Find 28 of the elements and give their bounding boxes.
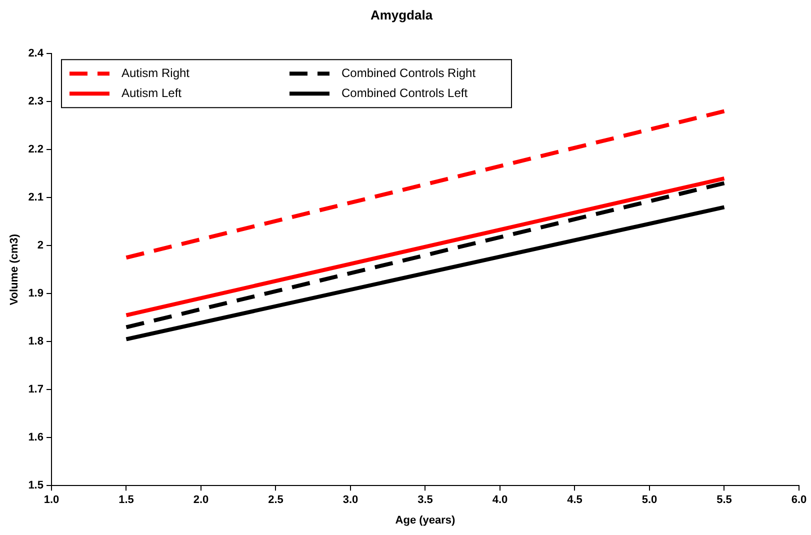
x-tick-label: 1.5 [118, 494, 134, 506]
x-tick-label: 5.5 [716, 494, 732, 506]
x-tick-label: 6.0 [791, 494, 807, 506]
x-tick-label: 5.0 [642, 494, 658, 506]
legend-label: Combined Controls Left [341, 86, 468, 100]
x-tick-label: 1.0 [44, 494, 60, 506]
y-tick-label: 2.3 [28, 96, 44, 108]
y-tick-label: 2.2 [28, 144, 44, 156]
x-axis-title: Age (years) [395, 514, 456, 526]
y-tick-label: 1.5 [28, 480, 44, 492]
x-tick-label: 2.5 [268, 494, 284, 506]
legend-label: Combined Controls Right [341, 66, 476, 80]
legend-label: Autism Left [121, 86, 182, 100]
y-tick-label: 1.9 [28, 288, 44, 300]
chart-title: Amygdala [370, 7, 434, 22]
y-tick-label: 1.7 [28, 384, 44, 396]
x-tick-label: 4.0 [492, 494, 508, 506]
x-tick-label: 4.5 [567, 494, 582, 506]
legend-label: Autism Right [121, 66, 190, 80]
x-tick-label: 2.0 [193, 494, 209, 506]
y-tick-label: 1.8 [28, 336, 44, 348]
x-tick-label: 3.5 [418, 494, 433, 506]
x-tick-label: 3.0 [342, 494, 358, 506]
y-tick-label: 1.6 [28, 432, 44, 444]
y-tick-label: 2 [37, 240, 44, 252]
y-tick-label: 2.4 [28, 48, 44, 60]
y-tick-label: 2.1 [28, 192, 44, 204]
y-axis-title: Volume (cm3) [8, 234, 21, 306]
